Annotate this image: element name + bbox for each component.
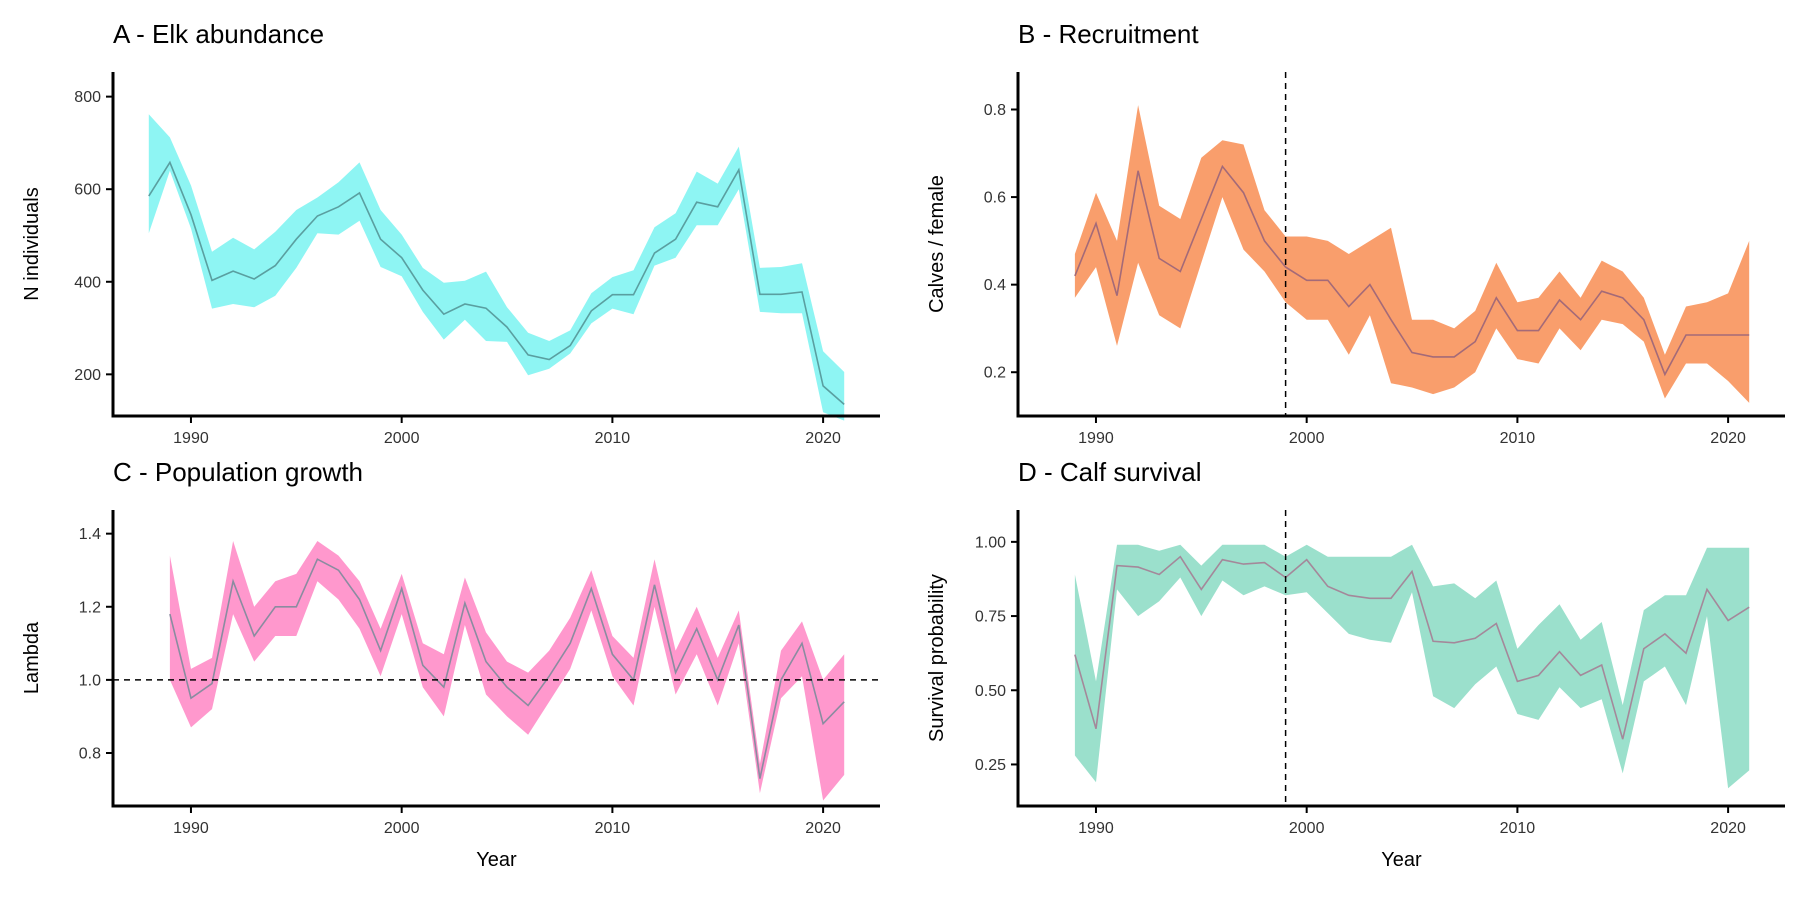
panel-d: 0.25 0.50 0.75 1.00 1990 2000 2010 2020 D - Calf… [926, 457, 1785, 871]
panel-c-x-tick-label: 2010 [595, 820, 631, 837]
panel-d-x-tick-label: 2000 [1289, 820, 1325, 837]
panel-a-ribbon [148, 114, 845, 421]
panel-a-x-tick-label: 2000 [384, 430, 420, 447]
panel-c-x-tick-label: 2000 [384, 820, 420, 837]
panel-a-mean-line [148, 160, 845, 406]
panel-b-ribbon [1074, 105, 1750, 403]
panel-a-x-tick-label: 2020 [805, 430, 841, 447]
panel-b-y-axis-label: Calves / female [926, 175, 948, 313]
panel-c-x-axis-label: Year [476, 849, 517, 871]
panel-b-x-tick-label: 1990 [1078, 430, 1114, 447]
panel-b-mean-line [1074, 164, 1750, 377]
panel-b-y-tick-label: 0.2 [984, 365, 1006, 382]
panel-d-x-axis-label: Year [1381, 849, 1422, 871]
panel-b-title: B - Recruitment [1018, 19, 1199, 49]
panel-d-mean-line [1074, 555, 1750, 740]
panel-c-y-tick-label: 1.0 [79, 672, 101, 689]
panel-b-x-tick-label: 2000 [1289, 430, 1325, 447]
panel-a-x-tick-label: 1990 [173, 430, 209, 447]
panel-a-title: A - Elk abundance [113, 19, 324, 49]
panel-c-y-tick-label: 1.2 [79, 599, 101, 616]
panel-c-title: C - Population growth [113, 457, 363, 487]
panel-d-x-tick-label: 1990 [1078, 820, 1114, 837]
panel-d-x-tick-label: 2020 [1710, 820, 1746, 837]
panel-a-y-tick-label: 600 [74, 182, 101, 199]
panel-a-y-tick-label: 200 [74, 367, 101, 384]
panel-a-x-tick-label: 2010 [595, 430, 631, 447]
panel-d-y-tick-label: 0.25 [975, 757, 1006, 774]
panel-b-y-tick-label: 0.6 [984, 190, 1006, 207]
panel-d-y-tick-label: 0.75 [975, 609, 1006, 626]
panel-c-y-tick-label: 1.4 [79, 526, 101, 543]
panel-b-x-tick-label: 2010 [1500, 430, 1536, 447]
panel-d-y-axis-label: Survival probability [926, 574, 948, 742]
panel-a: 200 400 600 800 1990 2000 2010 2020 A - Elk abun… [21, 19, 880, 447]
panel-c-x-tick-label: 2020 [805, 820, 841, 837]
panel-c-y-axis-label: Lambda [21, 621, 43, 694]
panel-c-x-tick-label: 1990 [173, 820, 209, 837]
panel-a-y-tick-label: 800 [74, 89, 101, 106]
panel-c-ribbon [169, 541, 845, 801]
panel-a-y-axis-label: N individuals [21, 187, 43, 300]
panel-a-y-tick-label: 400 [74, 274, 101, 291]
panel-b-y-tick-label: 0.4 [984, 277, 1006, 294]
panel-d-y-tick-label: 1.00 [975, 534, 1006, 551]
panel-c-y-tick-label: 0.8 [79, 745, 101, 762]
panel-d-ribbon [1074, 544, 1750, 789]
panel-b-x-tick-label: 2020 [1710, 430, 1746, 447]
panel-b: 0.2 0.4 0.6 0.8 1990 2000 2010 2020 B - Recruitm… [926, 19, 1785, 447]
panel-d-title: D - Calf survival [1018, 457, 1201, 487]
panel-c-mean-line [169, 558, 845, 779]
panel-c: 0.8 1.0 1.2 1.4 1990 2000 2010 2020 C - Populati… [21, 457, 880, 871]
panel-b-y-tick-label: 0.8 [984, 102, 1006, 119]
panel-d-y-tick-label: 0.50 [975, 683, 1006, 700]
panel-d-x-tick-label: 2010 [1500, 820, 1536, 837]
